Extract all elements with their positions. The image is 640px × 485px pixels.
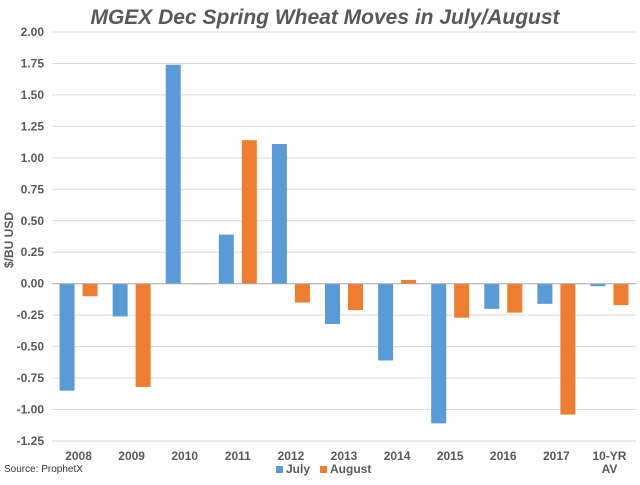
bar-august-2015 [454, 283, 470, 318]
bar-july-10-yr-av [590, 283, 606, 287]
x-tick-label: 2010 [171, 449, 198, 463]
bar-july-2013 [325, 283, 340, 324]
bar-august-2008 [82, 283, 98, 297]
y-tick-label: 2.00 [21, 25, 45, 39]
bar-july-2008 [59, 283, 75, 391]
y-tick-label: 0.25 [21, 245, 45, 259]
bar-august-2012 [294, 283, 310, 303]
legend-label-july: July [286, 462, 310, 476]
x-axis-ticks: 2008 2009 2010 2011 2012 2013 2014 2015 2016 2017… [65, 449, 627, 476]
y-tick-label: -0.25 [17, 308, 45, 322]
x-tick-label: 2013 [331, 449, 358, 463]
legend-swatch-august [320, 466, 327, 473]
bar-august-2013 [348, 283, 363, 311]
x-tick-label: 2009 [118, 449, 145, 463]
y-tick-label: 1.75 [21, 56, 45, 70]
y-axis-ticks: 2.00 1.75 1.50 1.25 1.00 0.75 0.50 0.25 0.00 -0.2… [17, 25, 45, 448]
bar-july-2012 [271, 144, 287, 284]
x-tick-label: 2012 [278, 449, 305, 463]
x-tick-label: 10-YR [592, 449, 626, 463]
legend: July August [276, 462, 371, 476]
bar-july-2015 [431, 283, 447, 424]
legend-label-august: August [330, 462, 371, 476]
y-tick-label: 0.75 [21, 182, 45, 196]
chart-title: MGEX Dec Spring Wheat Moves in July/Augu… [90, 6, 560, 29]
y-tick-label: -0.75 [17, 371, 45, 385]
bar-august-2017 [560, 283, 576, 415]
bar-august-10-yr-av [613, 283, 629, 306]
bar-august-2011 [241, 140, 257, 284]
bar-august-2014 [401, 279, 417, 284]
y-tick-label: 1.00 [21, 151, 45, 165]
x-tick-label: 2017 [543, 449, 570, 463]
source-note: Source: ProphetX [4, 464, 83, 475]
bar-july-2016 [484, 283, 500, 309]
bar-august-2016 [507, 283, 523, 313]
bar-august-2009 [135, 283, 151, 387]
bar-july-2009 [112, 283, 128, 317]
bar-july-2014 [378, 283, 394, 361]
x-tick-label: AV [602, 462, 618, 476]
y-tick-label: -0.50 [17, 340, 45, 354]
y-tick-label: -1.25 [17, 434, 45, 448]
x-tick-label: 2011 [225, 449, 251, 463]
y-tick-label: -1.00 [17, 403, 45, 417]
bar-july-2010 [165, 64, 181, 284]
y-tick-label: 1.50 [21, 88, 45, 102]
x-tick-label: 2008 [65, 449, 92, 463]
bars [59, 64, 629, 424]
bar-july-2011 [218, 234, 234, 284]
x-tick-label: 2014 [384, 449, 411, 463]
legend-swatch-july [276, 466, 283, 473]
x-tick-label: 2015 [437, 449, 464, 463]
y-axis-label: $/BU USD [2, 212, 16, 268]
y-tick-label: 1.25 [21, 119, 45, 133]
bar-july-2017 [537, 283, 553, 304]
x-tick-label: 2016 [490, 449, 517, 463]
y-tick-label: 0.50 [21, 214, 45, 228]
y-tick-label: 0.00 [21, 277, 45, 291]
